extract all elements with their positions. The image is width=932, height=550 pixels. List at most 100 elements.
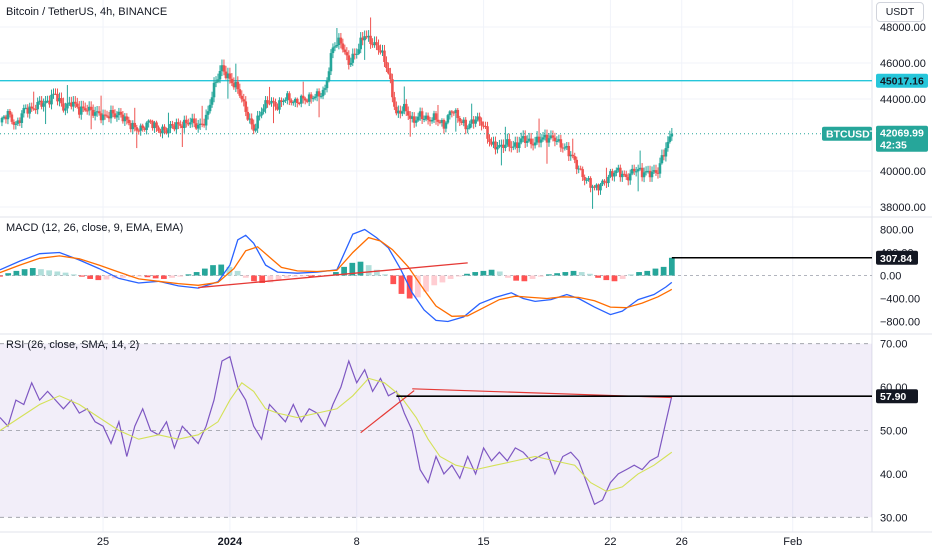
candle-body xyxy=(228,73,232,79)
candle-body xyxy=(577,168,580,170)
rsi-trendline[interactable] xyxy=(360,390,415,434)
macd-title: MACD (12, 26, close, 9, EMA, EMA) xyxy=(6,222,183,234)
macd-histogram-bar xyxy=(636,272,642,276)
candle-body xyxy=(482,125,485,127)
candle-body xyxy=(113,113,117,118)
candle-body xyxy=(399,110,402,114)
candle-body xyxy=(543,134,547,138)
candle-body xyxy=(654,170,658,173)
macd-histogram-bar xyxy=(193,272,200,276)
candle-body xyxy=(74,101,77,104)
candle-body xyxy=(595,184,598,188)
candle-body xyxy=(40,100,43,107)
candle-body xyxy=(315,91,319,97)
candle-body xyxy=(626,177,630,181)
macd-trendline[interactable] xyxy=(198,262,468,289)
time-axis[interactable]: 25 2024 8 15 22 26 Feb xyxy=(97,536,802,548)
price-tick-label: 48000.00 xyxy=(880,22,926,34)
candle-body xyxy=(286,93,289,100)
candle-body xyxy=(603,180,606,183)
candle-body xyxy=(468,123,471,129)
macd-histogram xyxy=(0,257,675,299)
candle-body xyxy=(133,122,137,128)
macd-histogram-bar xyxy=(259,275,266,283)
candle-body xyxy=(341,43,345,50)
candle-body xyxy=(290,100,293,103)
candle-body xyxy=(303,98,307,101)
candle-body xyxy=(188,122,192,125)
candle-body xyxy=(119,111,123,115)
candle-body xyxy=(295,98,299,103)
macd-histogram-bar xyxy=(390,275,397,285)
candle-body xyxy=(329,53,333,72)
candle-body xyxy=(519,138,523,143)
candle-body xyxy=(299,95,303,104)
candle-body xyxy=(557,139,561,141)
candle-body xyxy=(583,177,586,181)
candle-body xyxy=(617,167,620,171)
candle-body xyxy=(601,180,604,185)
candle-body xyxy=(391,79,394,98)
candle-body xyxy=(585,179,588,181)
candle-body xyxy=(478,116,481,122)
candle-body xyxy=(628,173,632,181)
candle-body xyxy=(311,98,315,100)
candle-body xyxy=(91,109,95,116)
candle-body xyxy=(307,94,311,102)
rsi-value-tag-bg xyxy=(876,389,918,404)
price-pane[interactable]: 48000.00 46000.00 44000.00 40000.00 38000.00… xyxy=(0,6,928,214)
candle-body xyxy=(6,110,10,120)
rsi-ma-line xyxy=(0,377,673,492)
candle-body xyxy=(34,109,37,111)
candle-body xyxy=(331,47,335,54)
macd-histogram-bar xyxy=(521,275,528,282)
candle-body xyxy=(325,80,329,89)
candle-body xyxy=(474,119,477,124)
candle-body xyxy=(573,156,577,160)
macd-histogram-bar xyxy=(0,275,3,277)
macd-value-tag-bg xyxy=(876,250,918,265)
macd-histogram-bar xyxy=(644,270,651,276)
candle-body xyxy=(642,172,646,178)
candle-body xyxy=(321,89,325,97)
candle-body xyxy=(613,172,616,177)
candle-body xyxy=(157,127,160,131)
candle-body xyxy=(539,139,543,143)
candle-body xyxy=(260,111,263,116)
macd-histogram-bar xyxy=(513,275,520,281)
candle-body xyxy=(313,96,317,99)
candle-body xyxy=(486,126,489,139)
macd-histogram-bar xyxy=(218,264,225,276)
candle-body xyxy=(48,100,51,105)
candle-body xyxy=(10,114,14,122)
candle-body xyxy=(185,119,188,124)
macd-histogram-bar xyxy=(242,275,249,278)
macd-histogram-bar xyxy=(160,275,167,279)
rsi-tick-label: 40.00 xyxy=(880,469,908,481)
candle-body xyxy=(246,111,250,120)
macd-histogram-bar xyxy=(169,275,175,278)
macd-histogram-bar xyxy=(562,272,569,276)
candle-body xyxy=(222,65,226,72)
candle-body xyxy=(666,141,670,149)
candle-body xyxy=(515,142,519,149)
macd-histogram-bar xyxy=(13,270,20,276)
candle-body xyxy=(664,148,668,157)
horizontal-level-tag-bg xyxy=(876,73,928,88)
candle-body xyxy=(294,98,297,103)
candle-body xyxy=(206,111,210,115)
candle-body xyxy=(66,103,69,109)
macd-histogram-bar xyxy=(357,261,364,276)
candle-body xyxy=(381,50,384,53)
macd-histogram-bar xyxy=(267,275,274,283)
candle-body xyxy=(147,120,150,123)
currency-selector[interactable]: USDT xyxy=(876,2,924,22)
candle-body xyxy=(58,98,61,102)
candle-body xyxy=(282,100,285,102)
candle-body xyxy=(609,171,612,177)
candle-body xyxy=(547,138,551,143)
